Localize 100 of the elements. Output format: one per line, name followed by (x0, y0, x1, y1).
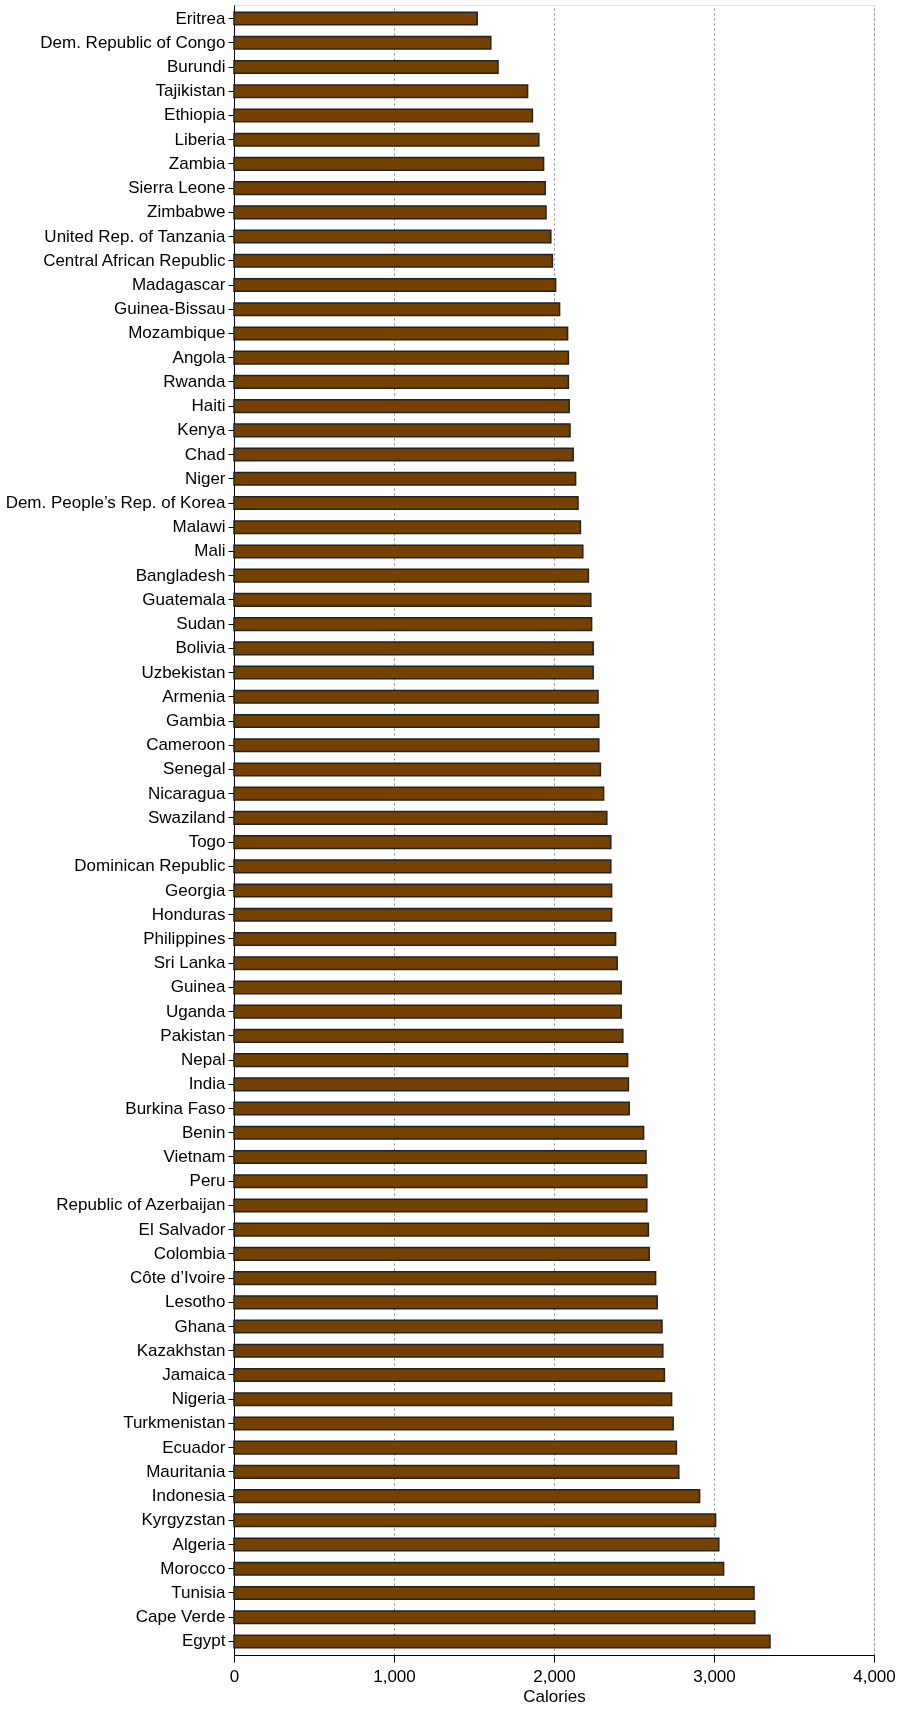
y-tick-label: Egypt (182, 1631, 226, 1651)
y-tick-label: India (188, 1074, 227, 1094)
y-tick-label: Guinea-Bissau (113, 299, 226, 319)
bar (233, 641, 594, 656)
bar (233, 1319, 663, 1334)
bar (233, 302, 561, 317)
y-tick-label: El Salvador (138, 1219, 226, 1239)
bar (233, 1585, 755, 1601)
bar (233, 277, 557, 293)
y-tick-label: Côte d’Ivoire (130, 1268, 226, 1288)
x-tick-label: 4,000 (853, 1666, 896, 1686)
y-tick-label: Philippines (143, 929, 226, 948)
y-tick-label: Dem. Republic of Congo (40, 32, 226, 52)
y-tick-label: Mozambique (128, 323, 226, 343)
bar (233, 713, 600, 729)
y-tick-label: Central African Republic (43, 250, 226, 270)
y-tick-label: Mali (194, 541, 226, 561)
bar (233, 520, 582, 535)
x-tick-label: 2,000 (533, 1666, 576, 1686)
y-tick-label: Honduras (151, 904, 226, 924)
y-tick-label: Uganda (165, 1001, 227, 1021)
bar (233, 859, 612, 874)
bar (233, 980, 622, 995)
y-tick-label: Morocco (160, 1558, 226, 1578)
bar (233, 326, 569, 341)
y-tick-label: Tajikistan (155, 81, 226, 101)
bar (233, 956, 618, 971)
bar (233, 1416, 674, 1431)
bar (233, 1149, 647, 1165)
bar (233, 1561, 725, 1576)
y-tick-label: Niger (184, 468, 226, 488)
bar (233, 568, 590, 583)
bar (233, 1489, 701, 1504)
y-tick-label: Sierra Leone (128, 178, 226, 198)
y-tick-label: Pakistan (160, 1025, 226, 1045)
y-tick-label: Georgia (165, 880, 227, 900)
bar (233, 1392, 673, 1407)
y-tick-label: Tunisia (171, 1582, 227, 1602)
x-tick-label: 1,000 (373, 1666, 416, 1686)
y-tick-label: Ghana (174, 1316, 227, 1336)
y-tick-label: Colombia (153, 1243, 227, 1263)
bar (233, 883, 613, 898)
y-tick-label: Bangladesh (135, 565, 226, 585)
y-tick-label: Nigeria (171, 1389, 227, 1409)
bar (233, 1634, 771, 1649)
y-tick-label: Uzbekistan (141, 662, 226, 682)
bar (233, 181, 546, 196)
y-tick-label: Chad (184, 444, 226, 464)
bar (233, 1028, 624, 1043)
bar (233, 592, 592, 607)
bar (233, 1295, 658, 1310)
bar (233, 1343, 664, 1358)
bar (233, 229, 552, 244)
bar (233, 495, 579, 511)
y-tick-label: Sudan (176, 614, 226, 634)
y-tick-label: Ecuador (162, 1437, 226, 1457)
y-tick-label: Armenia (162, 686, 227, 706)
y-tick-label: Kazakhstan (136, 1340, 226, 1360)
bar (233, 810, 608, 825)
bar (233, 1513, 717, 1528)
y-tick-label: Republic of Azerbaijan (56, 1195, 226, 1215)
bar (233, 1271, 657, 1286)
bar (233, 1246, 650, 1261)
bar (233, 1077, 630, 1092)
y-tick-label: Guinea (170, 977, 227, 997)
bar (233, 1004, 622, 1019)
y-tick-label: Rwanda (163, 371, 227, 391)
y-tick-label: Dominican Republic (74, 856, 226, 876)
bar (233, 447, 574, 462)
y-tick-label: Angola (172, 347, 227, 367)
bar (233, 1125, 645, 1140)
y-tick-label: Zimbabwe (147, 202, 226, 222)
y-tick-label: Cape Verde (135, 1607, 226, 1627)
bar (233, 617, 593, 632)
y-tick-label: Bolivia (175, 638, 227, 658)
bar (233, 1610, 756, 1625)
y-tick-label: Dem. People’s Rep. of Korea (5, 493, 227, 512)
bar (233, 205, 547, 220)
y-tick-label: Burundi (166, 57, 226, 77)
y-tick-label: Nepal (181, 1050, 226, 1070)
bar (233, 399, 570, 414)
x-tick-label: 0 (229, 1666, 240, 1686)
y-tick-label: Zambia (168, 153, 227, 173)
bar (233, 1367, 666, 1383)
bar (233, 665, 594, 680)
bar (233, 350, 570, 365)
bar (233, 423, 571, 438)
bar (233, 544, 584, 559)
bar (233, 1440, 678, 1455)
bar (233, 156, 545, 171)
y-tick-label: Cameroon (146, 735, 226, 755)
bar (233, 738, 600, 753)
bar (233, 11, 478, 26)
bar (233, 1101, 630, 1116)
y-tick-label: Kenya (177, 420, 227, 440)
bar (233, 1222, 650, 1237)
bar (233, 762, 602, 777)
bar (233, 835, 612, 850)
y-tick-label: Guatemala (142, 589, 227, 609)
y-tick-label: Gambia (165, 711, 227, 730)
